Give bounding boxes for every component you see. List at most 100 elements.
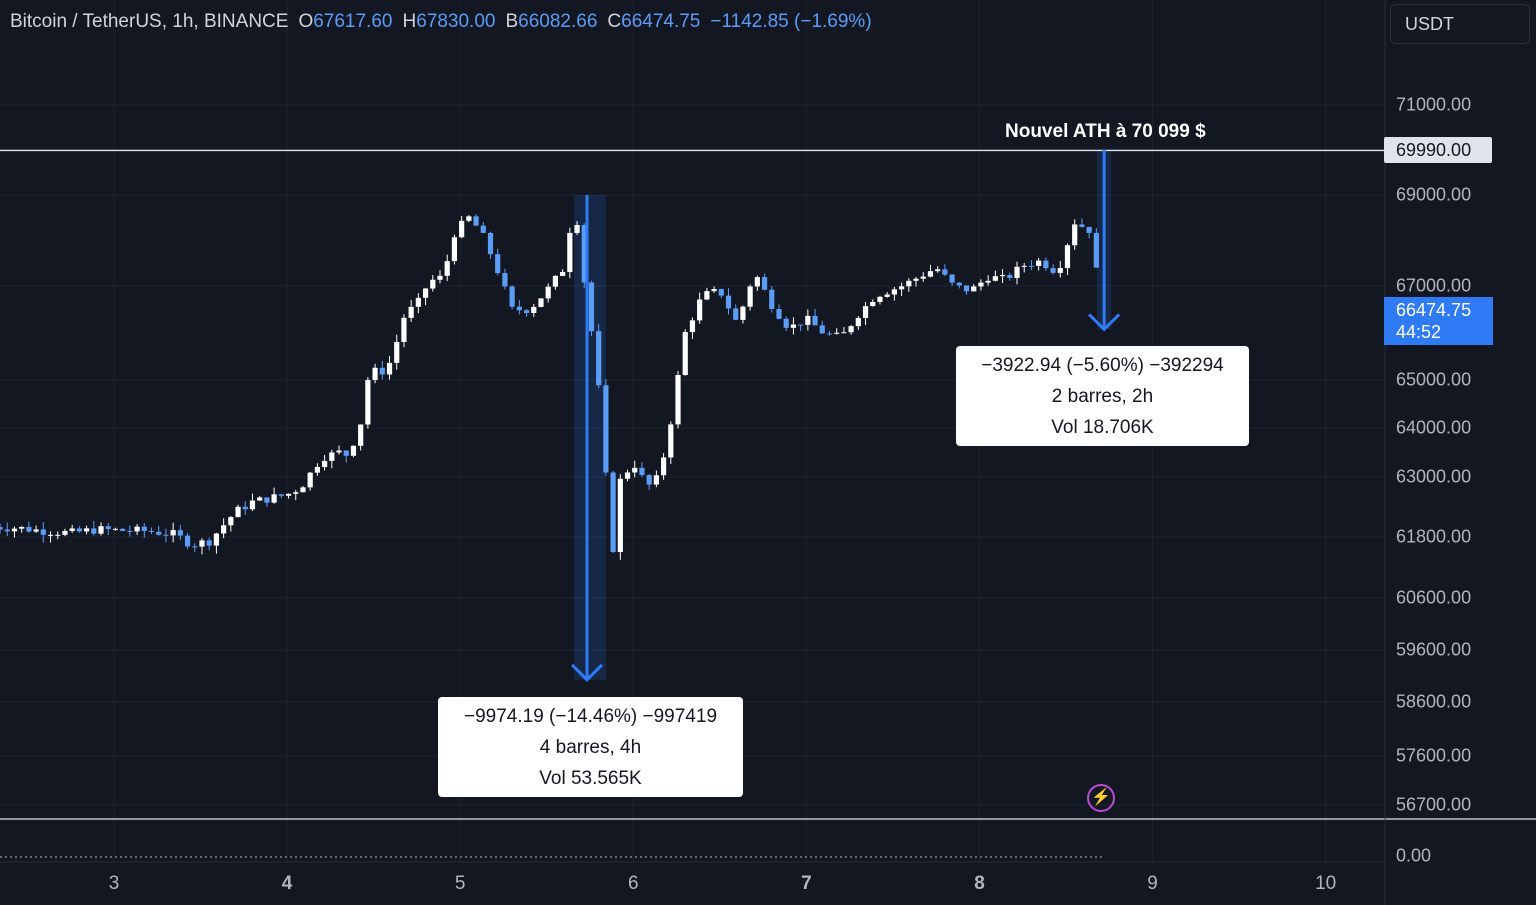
candle-body	[379, 367, 385, 375]
candle-body	[83, 528, 90, 532]
candle-body	[473, 216, 479, 226]
candle-body	[718, 288, 724, 296]
price-tick-label: 59600.00	[1396, 639, 1472, 660]
candle-body	[632, 467, 638, 473]
price-tick-label: 61800.00	[1396, 526, 1472, 547]
candle-body	[581, 225, 587, 283]
candle-body	[1064, 245, 1071, 269]
measure-2-arrow-head	[1088, 313, 1121, 332]
lightning-icon[interactable]: ⚡	[1087, 784, 1115, 812]
candle-body	[855, 317, 861, 327]
candle-body	[1043, 260, 1049, 269]
candle-body	[516, 306, 522, 311]
candle-body	[127, 530, 133, 532]
candle-body	[588, 282, 595, 332]
candle-body	[963, 285, 970, 292]
candle-body	[177, 530, 183, 536]
candle-body	[199, 540, 205, 547]
candle-body	[1014, 266, 1020, 278]
candle-body	[761, 277, 768, 290]
candle-body	[992, 276, 998, 281]
candle-body	[1057, 268, 1063, 273]
candle-body	[603, 385, 609, 473]
candle-body	[711, 288, 717, 292]
time-tick-label: 4	[281, 873, 293, 894]
candle-body	[725, 295, 732, 309]
time-tick-label: 3	[108, 873, 120, 894]
candle-body	[206, 540, 212, 546]
measure-1-range	[574, 195, 607, 680]
candle-body	[682, 332, 688, 376]
candle-body	[545, 286, 551, 299]
candle-body	[430, 279, 436, 289]
candle-body	[971, 286, 977, 292]
candle-body	[783, 318, 789, 328]
measure-1-volume: Vol 53.565K	[539, 768, 642, 789]
candle-body	[805, 315, 811, 325]
candle-body	[365, 379, 371, 425]
candle-body	[1050, 268, 1056, 273]
candle-body	[105, 526, 111, 530]
candle-body	[574, 225, 580, 233]
candle-body	[459, 220, 465, 238]
candle-body	[487, 232, 494, 255]
symbol-header: Bitcoin / TetherUS, 1h, BINANCE O 67617.6…	[10, 11, 872, 33]
currency-button[interactable]: USDT	[1390, 4, 1530, 44]
candle-body	[1093, 232, 1099, 268]
price-tick-label: 65000.00	[1396, 369, 1472, 390]
measure-1-change: −9974.19 (−14.46%) −997419	[463, 706, 718, 727]
time-tick-label: 8	[974, 873, 985, 894]
candle-body	[560, 271, 566, 276]
candle-body	[1086, 226, 1092, 233]
low-label: B	[505, 11, 519, 32]
candle-body	[776, 309, 782, 319]
measure-2-bars: 2 barres, 2h	[1051, 386, 1154, 407]
candle-body	[834, 332, 840, 334]
candle-body	[350, 445, 357, 456]
open-value: 67617.60	[313, 11, 393, 32]
candle-body	[19, 526, 25, 529]
low-value: 66082.66	[518, 11, 598, 32]
candle-body	[112, 528, 119, 530]
candle-body	[697, 299, 703, 321]
candle-body	[906, 280, 912, 287]
candle-body	[790, 324, 797, 328]
candle-body	[531, 306, 537, 314]
candle-body	[689, 320, 696, 333]
price-tick-label: 63000.00	[1396, 466, 1472, 487]
candle-body	[913, 278, 919, 281]
candle-body	[394, 341, 400, 363]
candle-body	[1028, 265, 1035, 267]
candle-body	[62, 531, 68, 535]
candle-body	[538, 298, 544, 307]
candle-body	[257, 497, 263, 501]
candle-body	[120, 528, 126, 531]
candle-body	[235, 506, 241, 518]
candle-body	[184, 535, 191, 547]
candle-body	[567, 232, 573, 272]
measure-2-change: −3922.94 (−5.60%) −392294	[981, 355, 1224, 376]
candle-body	[26, 526, 32, 532]
candle-body	[422, 288, 429, 298]
price-tick-label: 71000.00	[1396, 94, 1472, 115]
candle-body	[877, 296, 883, 303]
candle-body	[942, 269, 948, 275]
candle-body	[156, 531, 162, 535]
measure-1-arrow-head	[570, 663, 604, 682]
candle-body	[300, 487, 306, 493]
candle-body	[747, 286, 753, 307]
candle-body	[826, 333, 833, 335]
price-tick-label: 0.00	[1396, 845, 1432, 866]
candle-body	[862, 306, 869, 318]
time-tick-label: 10	[1315, 873, 1337, 894]
candle-body	[841, 332, 847, 334]
candle-body	[285, 493, 292, 496]
symbol-title[interactable]: Bitcoin / TetherUS, 1h, BINANCE	[10, 11, 289, 32]
candle-body	[242, 506, 248, 510]
candle-body	[415, 297, 421, 307]
candle-body	[495, 254, 501, 274]
candle-body	[639, 467, 645, 476]
candle-body	[336, 450, 342, 453]
candle-body	[675, 375, 681, 425]
